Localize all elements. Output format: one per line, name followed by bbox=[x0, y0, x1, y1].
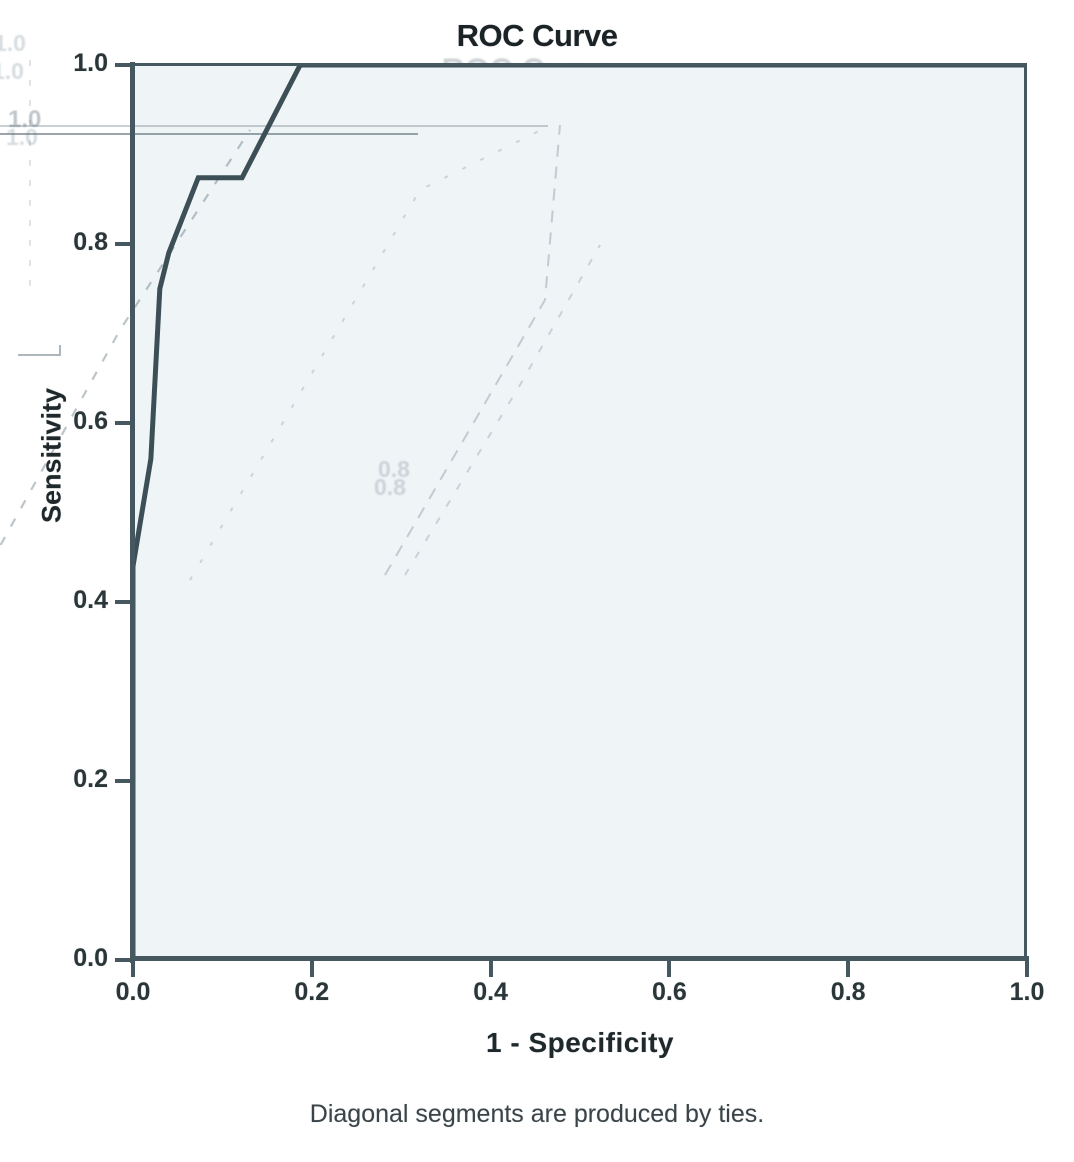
plot-area bbox=[133, 65, 1027, 960]
y-tick-0.0 bbox=[115, 958, 133, 962]
plot-border-right bbox=[1024, 63, 1027, 961]
x-tick-label-0.2: 0.2 bbox=[294, 978, 330, 1006]
ghost-step-fragment bbox=[18, 345, 61, 356]
plot-border-top bbox=[133, 63, 1027, 66]
chart-footnote: Diagonal segments are produced by ties. bbox=[309, 1100, 765, 1128]
y-tick-1.0 bbox=[115, 63, 133, 67]
x-axis-title: 1 - Specificity bbox=[485, 1027, 674, 1058]
x-tick-0.8 bbox=[846, 960, 851, 977]
y-axis-title: Sensitivity bbox=[36, 387, 67, 524]
x-tick-0.0 bbox=[131, 960, 135, 977]
roc-curve-line bbox=[133, 65, 1027, 960]
y-tick-label-0.4: 0.4 bbox=[73, 586, 108, 614]
x-tick-0.2 bbox=[309, 960, 314, 977]
x-axis-line bbox=[130, 956, 1029, 961]
roc-curve-plot bbox=[133, 65, 1027, 960]
ghost-label-y-2: 1.0 bbox=[6, 124, 38, 150]
y-tick-0.8 bbox=[115, 242, 133, 246]
x-tick-1.0 bbox=[1025, 960, 1029, 977]
x-tick-0.4 bbox=[488, 960, 493, 977]
ghost-label-y-1: 1.0 bbox=[8, 106, 42, 133]
y-tick-0.6 bbox=[115, 421, 133, 425]
y-tick-0.2 bbox=[115, 779, 133, 783]
x-tick-label-1.0: 1.0 bbox=[1009, 978, 1045, 1006]
y-tick-0.4 bbox=[115, 600, 133, 604]
y-tick-label-0.2: 0.2 bbox=[73, 765, 108, 793]
x-tick-label-0.8: 0.8 bbox=[830, 978, 866, 1006]
y-tick-label-0.0: 0.0 bbox=[73, 944, 108, 972]
y-tick-label-1.0: 1.0 bbox=[73, 49, 108, 77]
y-axis-line bbox=[130, 62, 135, 963]
x-tick-0.6 bbox=[667, 960, 672, 977]
x-tick-label-0.6: 0.6 bbox=[652, 978, 687, 1006]
chart-title: ROC Curve bbox=[456, 18, 618, 53]
x-tick-label-0.0: 0.0 bbox=[115, 978, 151, 1006]
y-tick-label-0.8: 0.8 bbox=[73, 228, 108, 256]
x-tick-label-0.4: 0.4 bbox=[473, 978, 508, 1006]
y-tick-label-0.6: 0.6 bbox=[73, 407, 108, 435]
